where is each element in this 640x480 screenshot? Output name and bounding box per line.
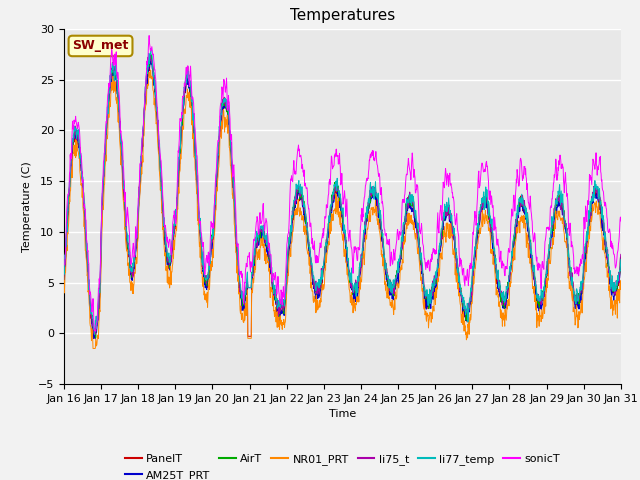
X-axis label: Time: Time xyxy=(329,409,356,419)
Title: Temperatures: Temperatures xyxy=(290,9,395,24)
Legend: PanelT, AM25T_PRT, AirT, NR01_PRT, li75_t, li77_temp, sonicT: PanelT, AM25T_PRT, AirT, NR01_PRT, li75_… xyxy=(120,450,564,480)
Y-axis label: Temperature (C): Temperature (C) xyxy=(22,161,33,252)
Text: SW_met: SW_met xyxy=(72,39,129,52)
